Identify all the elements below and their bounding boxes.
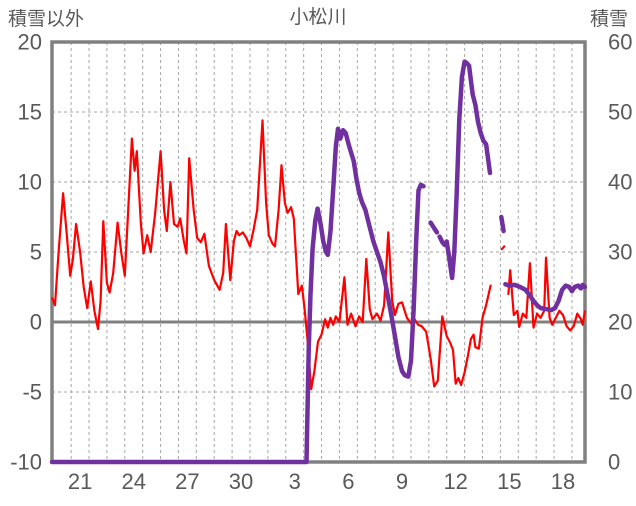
x-tick-label: 6 xyxy=(342,469,354,494)
x-tick-label: 27 xyxy=(175,469,199,494)
x-tick-label: 21 xyxy=(68,469,92,494)
left-tick-label: 20 xyxy=(18,30,42,55)
x-tick-label: 9 xyxy=(396,469,408,494)
left-tick-label: 0 xyxy=(30,310,42,335)
x-tick-label: 3 xyxy=(289,469,301,494)
left-tick-label: -5 xyxy=(22,380,42,405)
right-axis-title: 積雪 xyxy=(590,8,628,30)
plot-frame xyxy=(50,40,587,464)
series-lines xyxy=(49,59,588,465)
right-tick-label: 40 xyxy=(608,170,632,195)
x-tick-label: 18 xyxy=(551,469,575,494)
right-tick-label: 50 xyxy=(608,100,632,125)
right-tick-label: 20 xyxy=(608,310,632,335)
x-tick-label: 15 xyxy=(497,469,521,494)
left-tick-label: 5 xyxy=(30,240,42,265)
x-tick-label: 30 xyxy=(229,469,253,494)
right-tick-label: 60 xyxy=(608,30,632,55)
x-tick-label: 12 xyxy=(443,469,467,494)
series-non_snow-line xyxy=(51,119,586,391)
left-tick-label: 15 xyxy=(18,100,42,125)
right-tick-label: 10 xyxy=(608,380,632,405)
right-tick-label: 0 xyxy=(608,450,620,475)
right-tick-label: 30 xyxy=(608,240,632,265)
x-tick-label: 24 xyxy=(121,469,145,494)
left-axis-title: 積雪以外 xyxy=(8,8,84,30)
gridlines xyxy=(52,42,585,462)
left-tick-label: -10 xyxy=(10,450,42,475)
chart-title: 小松川 xyxy=(289,6,346,28)
left-tick-label: 10 xyxy=(18,170,42,195)
series-snow-line xyxy=(49,59,588,465)
